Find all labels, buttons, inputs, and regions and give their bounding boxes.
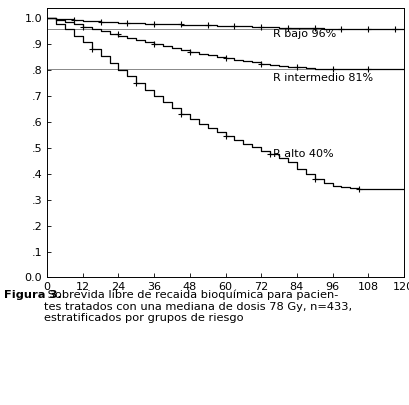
Text: R intermedio 81%: R intermedio 81% — [272, 73, 372, 83]
Text: Figura 3.: Figura 3. — [4, 290, 62, 300]
Text: Sobrevida libre de recaida bioquímica para pacien-
tes tratados con una mediana : Sobrevida libre de recaida bioquímica pa… — [44, 290, 352, 323]
Text: R bajo 96%: R bajo 96% — [272, 29, 335, 39]
Text: R alto 40%: R alto 40% — [272, 149, 333, 160]
